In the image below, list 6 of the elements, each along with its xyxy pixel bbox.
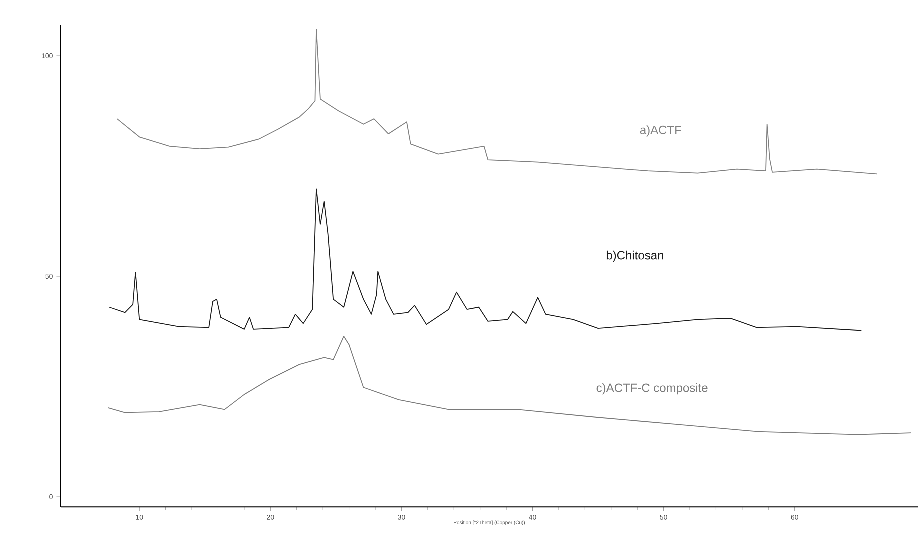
line-series [109, 188, 862, 332]
line-series [108, 336, 912, 436]
text: b)Chitosan [606, 250, 664, 262]
series-label: c)ACTF-C composite [596, 383, 708, 395]
line-series [116, 29, 878, 175]
text: a)ACTF [640, 126, 682, 137]
